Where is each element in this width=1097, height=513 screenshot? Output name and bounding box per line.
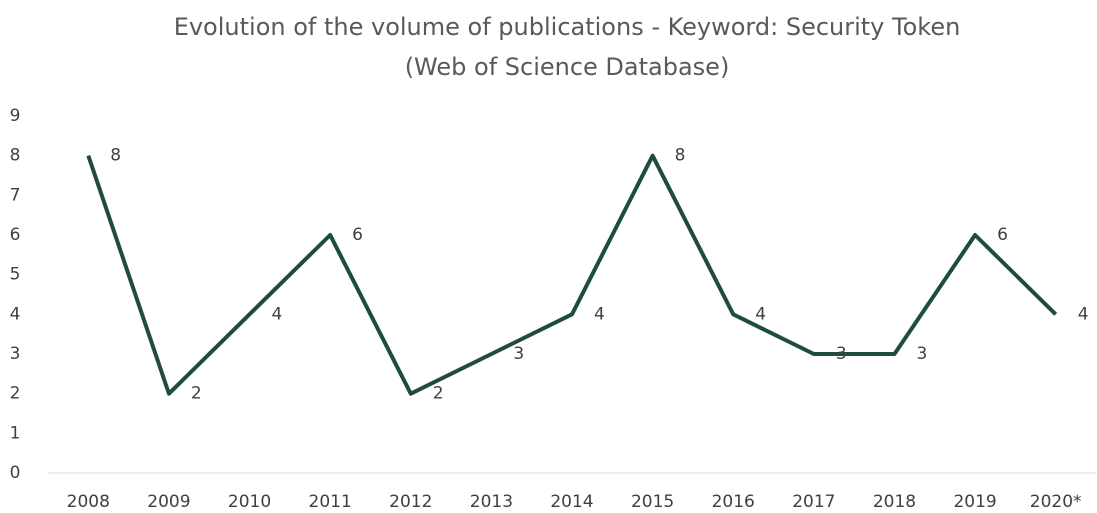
data-label: 3	[916, 344, 927, 364]
data-label: 4	[1078, 304, 1089, 324]
y-tick-label: 4	[10, 304, 21, 324]
data-label: 2	[433, 384, 444, 404]
y-tick-label: 6	[10, 225, 21, 245]
data-label: 4	[594, 304, 605, 324]
data-label: 8	[110, 146, 121, 166]
x-tick-label: 2016	[712, 492, 755, 512]
data-label: 4	[272, 304, 283, 324]
x-tick-label: 2018	[873, 492, 916, 512]
y-tick-label: 0	[10, 463, 21, 483]
y-tick-label: 3	[10, 344, 21, 364]
x-tick-label: 2009	[147, 492, 190, 512]
x-tick-label: 2014	[550, 492, 593, 512]
y-tick-label: 9	[10, 106, 21, 126]
x-tick-label: 2015	[631, 492, 674, 512]
x-tick-label: 2011	[309, 492, 352, 512]
x-tick-label: 2012	[389, 492, 432, 512]
x-tick-label: 2019	[953, 492, 996, 512]
x-tick-label: 2008	[67, 492, 110, 512]
data-label: 8	[675, 146, 686, 166]
data-label: 3	[513, 344, 524, 364]
y-tick-label: 7	[10, 185, 21, 205]
data-label: 6	[352, 225, 363, 245]
x-tick-label: 2017	[792, 492, 835, 512]
y-tick-label: 5	[10, 265, 21, 285]
data-label: 2	[191, 384, 202, 404]
x-tick-label: 2020*	[1030, 492, 1082, 512]
y-tick-label: 8	[10, 146, 21, 166]
y-tick-label: 1	[10, 423, 21, 443]
chart-subtitle: (Web of Science Database)	[405, 53, 730, 81]
y-tick-label: 2	[10, 384, 21, 404]
data-label: 4	[755, 304, 766, 324]
data-label: 3	[836, 344, 847, 364]
x-tick-label: 2010	[228, 492, 271, 512]
chart-title: Evolution of the volume of publications …	[174, 13, 961, 41]
data-label: 6	[997, 225, 1008, 245]
x-tick-label: 2013	[470, 492, 513, 512]
line	[86, 153, 1058, 396]
